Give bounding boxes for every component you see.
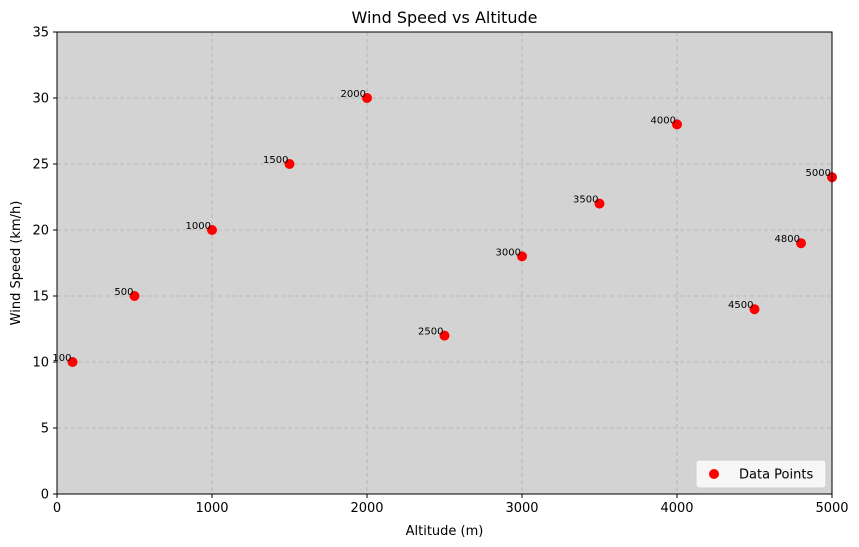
x-tick-label: 3000 [505,501,538,516]
point-label: 4000 [651,115,676,126]
y-tick-label: 10 [32,356,49,371]
legend-entry-data-points: Data Points [739,468,813,483]
y-tick-label: 20 [32,224,49,239]
y-tick-label: 5 [41,422,49,437]
y-tick-label: 35 [32,26,49,41]
data-point [796,238,806,249]
data-point [439,330,450,341]
point-label: 2000 [341,89,366,100]
plot-frame [56,31,833,495]
x-tick-label: 5000 [815,501,848,516]
point-label: 500 [114,287,133,298]
y-tick-label: 0 [41,488,49,503]
chart-title: Wind Speed vs Altitude [352,8,538,27]
point-labels: 100 500 1000 1500 2000 2500 3000 3500 4000 4500 48… [52,89,831,364]
x-axis-ticks: 0 1000 2000 3000 4000 5000 [53,494,849,516]
legend-marker [709,469,719,479]
point-label: 3000 [496,247,521,258]
y-axis-ticks: 0 5 10 15 20 25 30 35 [32,26,57,503]
y-tick-label: 15 [32,290,49,305]
data-point [594,198,605,209]
data-point [67,357,78,367]
data-point [749,304,760,315]
point-label: 100 [52,353,71,364]
point-label: 4800 [775,234,800,245]
data-point [207,225,217,235]
y-tick-label: 30 [32,92,49,107]
point-label: 1000 [186,221,211,232]
plot-area [57,32,832,494]
point-label: 5000 [806,168,831,179]
legend: Data Points [695,459,827,489]
data-point [362,93,372,103]
legend-box [695,459,827,489]
point-label: 4500 [728,300,753,311]
data-point [672,119,682,130]
data-point [517,251,527,262]
y-axis-label: Wind Speed (km/h) [9,201,24,326]
point-label: 1500 [263,155,288,166]
point-label: 3500 [573,195,598,206]
data-point [284,159,295,169]
data-point [129,291,140,301]
x-tick-label: 4000 [660,501,693,516]
x-axis-label: Altitude (m) [406,524,484,539]
data-points [67,93,837,367]
y-tick-label: 25 [32,158,49,173]
point-label: 2500 [418,327,443,338]
x-tick-label: 1000 [195,501,228,516]
x-tick-label: 0 [53,501,61,516]
x-tick-label: 2000 [350,501,383,516]
